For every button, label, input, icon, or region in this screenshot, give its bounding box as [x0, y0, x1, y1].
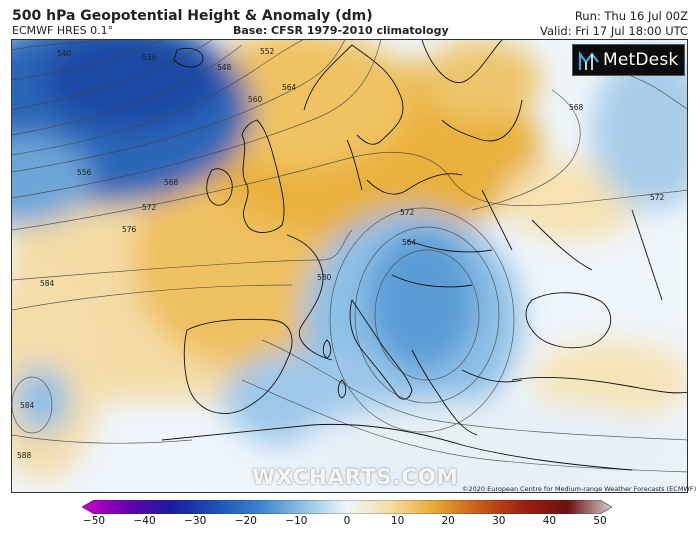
- contour-label: 556: [77, 168, 92, 177]
- colorbar-tick-label: 40: [542, 515, 557, 527]
- run-time-label: Run: Thu 16 Jul 00Z: [574, 9, 688, 23]
- coastlines: [161, 40, 687, 471]
- contour-label: 572: [142, 203, 157, 212]
- contour-label: 568: [164, 178, 179, 187]
- contour-label: 588: [17, 451, 32, 460]
- colorbar-tick-label: 20: [441, 515, 455, 527]
- contour-label: 584: [40, 279, 55, 288]
- anomaly-colorbar: [82, 500, 612, 514]
- contour-label: 564: [402, 238, 417, 247]
- colorbar-tick-label: −40: [133, 515, 156, 527]
- contour-label: 572: [400, 208, 415, 217]
- colorbar-bar: [82, 500, 612, 514]
- contour-label: 572: [650, 193, 665, 202]
- contour-label: 540: [57, 49, 72, 58]
- metdesk-logo: MetDesk: [572, 44, 685, 76]
- watermark: WXCHARTS.COM: [252, 465, 459, 489]
- colorbar-tick-label: −30: [184, 515, 207, 527]
- colorbar-tick-label: 50: [593, 515, 607, 527]
- contour-label: 560: [248, 95, 263, 104]
- contour-label: 584: [20, 401, 35, 410]
- anomaly-field: [12, 40, 687, 492]
- contour-label: 564: [282, 83, 297, 92]
- contour-label: 548: [217, 63, 232, 72]
- chart-header: 500 hPa Geopotential Height & Anomaly (d…: [0, 0, 700, 40]
- page-title: 500 hPa Geopotential Height & Anomaly (d…: [12, 8, 373, 24]
- colorbar-tick-label: −50: [82, 515, 106, 527]
- contour-labels: 540 536 552 548 560 564 556 568 572 576 …: [17, 47, 665, 460]
- climatology-base-label: Base: CFSR 1979-2010 climatology: [233, 24, 449, 37]
- colorbar-ticks: −50 −40 −30 −20 −10 0 10 20 30 40 50: [0, 515, 700, 529]
- metdesk-logo-icon: [578, 50, 599, 70]
- colorbar-tick-label: 0: [343, 515, 351, 527]
- copyright-notice: ©2020 European Centre for Medium-range W…: [462, 485, 697, 493]
- colorbar-tick-label: −10: [285, 515, 308, 527]
- logo-text: MetDesk: [603, 50, 679, 70]
- colorbar-tick-label: 10: [390, 515, 405, 527]
- contour-label: 536: [142, 53, 157, 62]
- colorbar-tick-label: 30: [492, 515, 506, 527]
- anomaly-map[interactable]: 540 536 552 548 560 564 556 568 572 576 …: [11, 39, 688, 493]
- model-label: ECMWF HRES 0.1°: [12, 24, 114, 37]
- map-canvas: 540 536 552 548 560 564 556 568 572 576 …: [12, 40, 687, 492]
- colorbar-tick-label: −20: [234, 515, 257, 527]
- valid-time-label: Valid: Fri 17 Jul 18:00 UTC: [539, 24, 688, 38]
- contour-label: 568: [569, 103, 584, 112]
- contour-label: 576: [122, 225, 137, 234]
- contour-label: 552: [260, 47, 275, 56]
- contour-label: 580: [317, 273, 332, 282]
